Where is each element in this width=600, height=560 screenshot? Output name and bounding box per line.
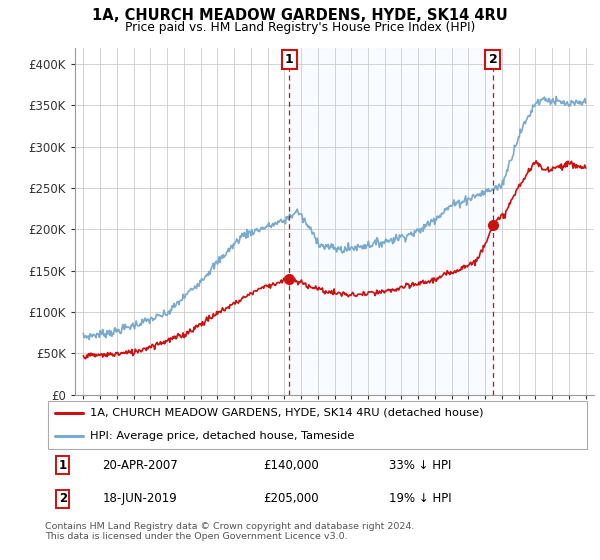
Text: 2: 2 xyxy=(488,53,497,66)
Text: 1A, CHURCH MEADOW GARDENS, HYDE, SK14 4RU: 1A, CHURCH MEADOW GARDENS, HYDE, SK14 4R… xyxy=(92,8,508,24)
Bar xyxy=(289,48,493,395)
Text: 1: 1 xyxy=(59,459,67,472)
Text: £140,000: £140,000 xyxy=(263,459,319,472)
FancyBboxPatch shape xyxy=(48,402,587,449)
Text: 2: 2 xyxy=(59,492,67,505)
Text: 20-APR-2007: 20-APR-2007 xyxy=(103,459,178,472)
Text: HPI: Average price, detached house, Tameside: HPI: Average price, detached house, Tame… xyxy=(90,431,354,441)
Text: 1: 1 xyxy=(285,53,293,66)
Text: Contains HM Land Registry data © Crown copyright and database right 2024.
This d: Contains HM Land Registry data © Crown c… xyxy=(45,522,415,542)
Text: 19% ↓ HPI: 19% ↓ HPI xyxy=(389,492,452,505)
Text: 1A, CHURCH MEADOW GARDENS, HYDE, SK14 4RU (detached house): 1A, CHURCH MEADOW GARDENS, HYDE, SK14 4R… xyxy=(90,408,483,418)
Text: 33% ↓ HPI: 33% ↓ HPI xyxy=(389,459,451,472)
Text: £205,000: £205,000 xyxy=(263,492,319,505)
Text: 18-JUN-2019: 18-JUN-2019 xyxy=(103,492,177,505)
Text: Price paid vs. HM Land Registry's House Price Index (HPI): Price paid vs. HM Land Registry's House … xyxy=(125,21,475,34)
